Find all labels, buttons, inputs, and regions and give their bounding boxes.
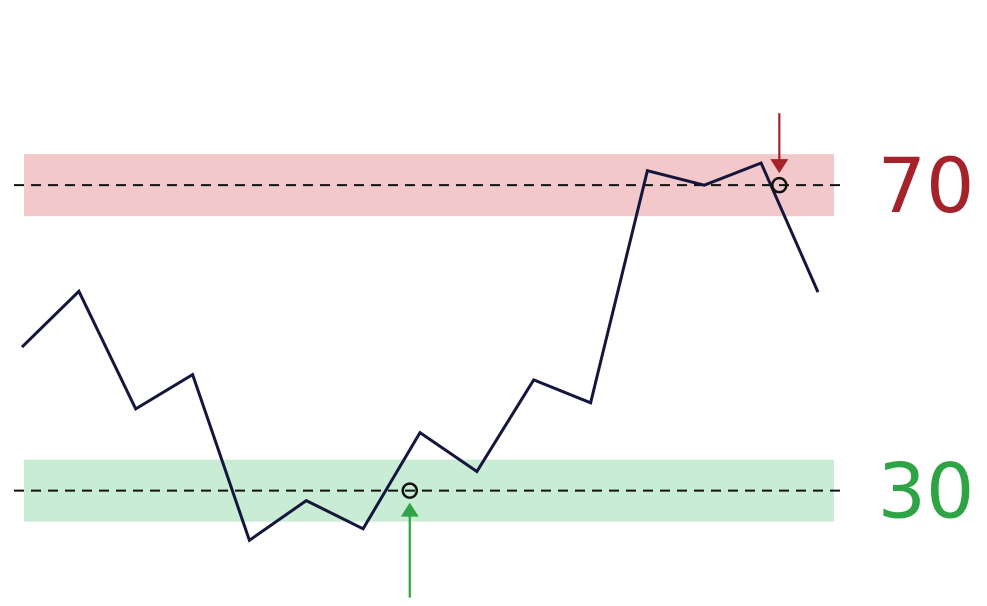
level-label-layer: 70 30	[878, 141, 975, 535]
level-70-crossing-marker	[771, 176, 788, 194]
level-70-sell-arrow-head	[770, 159, 789, 174]
level-line-layer	[14, 184, 846, 492]
level-70-label: 70	[878, 141, 975, 230]
zone-layer	[24, 154, 834, 522]
rsi-series-line	[20, 161, 820, 543]
level-30-crossing-marker	[401, 482, 419, 499]
series-layer	[20, 161, 820, 543]
signal-marker-layer	[400, 113, 789, 598]
level-30-buy-arrow-head	[400, 502, 419, 517]
level-30-label: 30	[878, 447, 975, 536]
